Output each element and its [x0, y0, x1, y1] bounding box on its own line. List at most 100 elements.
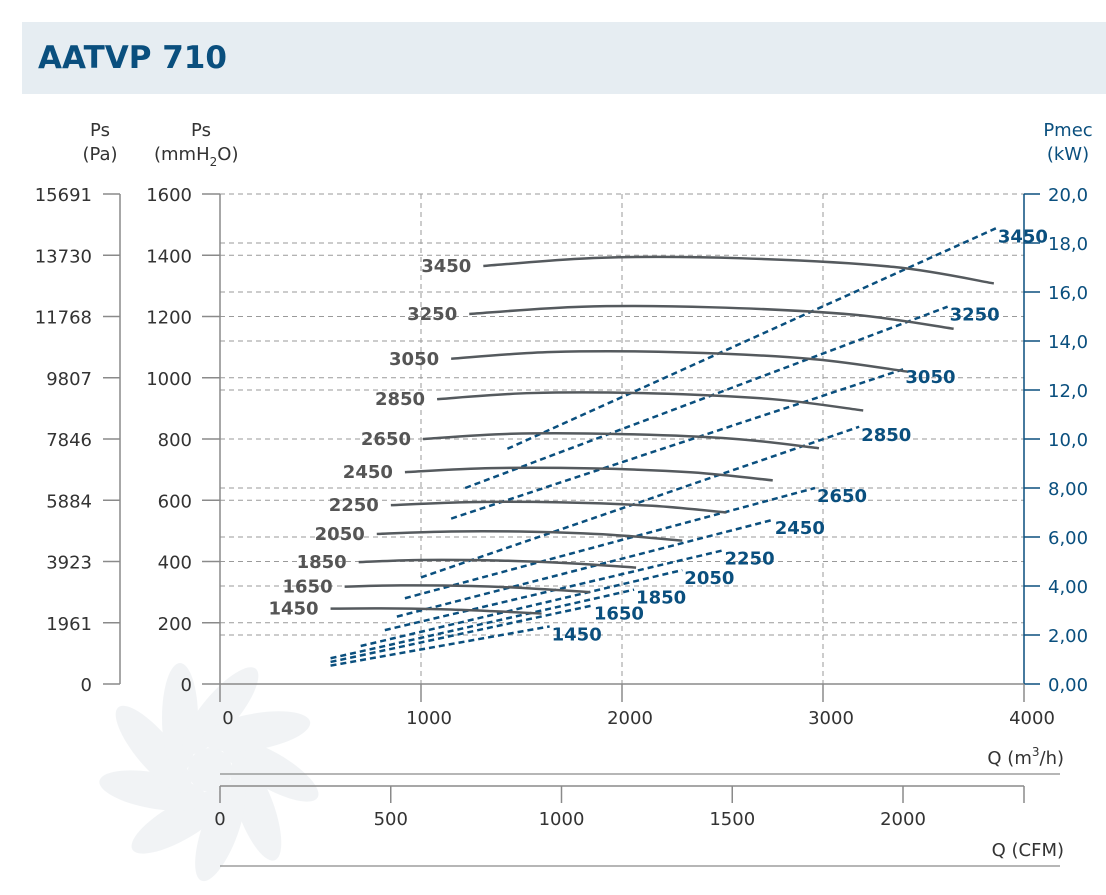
pressure-label-2250: 2250: [329, 495, 379, 516]
kw-tick-label: 8,00: [1048, 479, 1088, 500]
pressure-curve-3450: [483, 255, 995, 285]
cfm-tick-label: 1500: [709, 809, 755, 830]
chart-title: AATVP 710: [38, 40, 227, 76]
pa-tick-label: 7846: [46, 430, 92, 451]
kw-tick-label: 14,0: [1048, 332, 1088, 353]
power-line-1850: [330, 588, 635, 660]
pressure-curve-1450: [330, 607, 542, 615]
power-line-1450: [330, 625, 550, 667]
pressure-curve-2650: [422, 432, 820, 450]
mm-tick-label: 800: [158, 430, 192, 451]
watermark-blade: [115, 705, 192, 794]
pa-tick-label: 5884: [46, 491, 92, 512]
power-line-3450: [506, 227, 997, 450]
mm-tick-label: 1600: [146, 185, 192, 206]
pa-tick-label: 0: [81, 675, 92, 696]
pressure-curve-2450: [404, 466, 773, 482]
power-label-2050: 2050: [684, 568, 734, 589]
power-label-1450: 1450: [552, 624, 602, 645]
pa-tick-label: 3923: [46, 553, 92, 574]
mm-axis-label: Ps: [191, 120, 211, 141]
pressure-label-2850: 2850: [375, 389, 425, 410]
watermark-blade: [182, 667, 259, 755]
x-tick-label: 4000: [1009, 708, 1055, 729]
power-line-2650: [404, 486, 816, 600]
pressure-label-3450: 3450: [421, 256, 471, 277]
pa-tick-label: 1961: [46, 614, 92, 635]
mm-tick-label: 200: [158, 614, 192, 635]
pressure-curve-2250: [390, 500, 727, 514]
pa-tick-label: 11768: [35, 308, 92, 329]
power-label-3050: 3050: [905, 367, 955, 388]
pressure-label-2450: 2450: [343, 462, 393, 483]
power-line-2450: [396, 518, 774, 618]
kw-tick-label: 16,0: [1048, 283, 1088, 304]
power-line-2850: [420, 425, 860, 579]
pressure-curve-2050: [376, 530, 683, 542]
pa-axis-label: Ps: [90, 120, 110, 141]
kw-tick-label: 2,00: [1048, 626, 1088, 647]
power-label-1850: 1850: [636, 588, 686, 609]
cfm-tick-label: 1000: [539, 809, 585, 830]
pressure-label-2050: 2050: [315, 524, 365, 545]
watermark-blade: [162, 663, 198, 774]
power-line-1650: [330, 604, 593, 664]
power-label-3450: 3450: [998, 226, 1048, 247]
mm-tick-label: 400: [158, 553, 192, 574]
watermark-blade: [131, 790, 229, 854]
pressure-label-1650: 1650: [283, 577, 333, 598]
mm-tick-label: 1000: [146, 369, 192, 390]
pressure-curve-1650: [344, 584, 590, 594]
mm-tick-label: 1200: [146, 308, 192, 329]
pa-axis-unit: (Pa): [82, 144, 117, 165]
mm-tick-label: 0: [181, 675, 192, 696]
x-axis-label: Q (m3/h): [987, 745, 1064, 769]
mm-tick-label: 1400: [146, 246, 192, 267]
pa-tick-label: 13730: [35, 246, 92, 267]
cfm-tick-label: 0: [214, 809, 225, 830]
power-label-2250: 2250: [725, 548, 775, 569]
kw-axis-label: Pmec: [1043, 120, 1092, 141]
pressure-curve-3250: [469, 304, 954, 330]
cfm-tick-label: 500: [374, 809, 408, 830]
kw-tick-label: 20,0: [1048, 185, 1088, 206]
x-tick-label: 3000: [808, 708, 854, 729]
pa-tick-label: 9807: [46, 369, 92, 390]
cfm-tick-label: 2000: [880, 809, 926, 830]
pressure-label-3050: 3050: [389, 349, 439, 370]
watermark-blade: [99, 770, 208, 811]
cfm-axis-label: Q (CFM): [992, 840, 1064, 861]
pressure-curve-2850: [436, 391, 864, 412]
watermark-logo: [99, 663, 319, 882]
x-tick-label: 0: [222, 708, 233, 729]
watermark-blade: [195, 777, 246, 882]
pressure-label-1850: 1850: [297, 552, 347, 573]
power-label-2650: 2650: [817, 486, 867, 507]
pressure-curve-3050: [451, 350, 908, 373]
power-label-2450: 2450: [775, 518, 825, 539]
watermark-blade: [201, 711, 311, 752]
kw-tick-label: 6,00: [1048, 528, 1088, 549]
kw-tick-label: 0,00: [1048, 675, 1088, 696]
power-label-3250: 3250: [950, 305, 1000, 326]
kw-tick-label: 4,00: [1048, 577, 1088, 598]
kw-tick-label: 18,0: [1048, 234, 1088, 255]
power-line-3250: [464, 305, 949, 490]
x-tick-label: 1000: [406, 708, 452, 729]
pressure-curve-1850: [358, 558, 637, 569]
kw-tick-label: 12,0: [1048, 381, 1088, 402]
power-label-1650: 1650: [594, 604, 644, 625]
watermark-blade: [230, 756, 282, 861]
x-tick-label: 2000: [607, 708, 653, 729]
power-label-2850: 2850: [861, 425, 911, 446]
kw-axis-unit: (kW): [1047, 144, 1089, 165]
pressure-label-2650: 2650: [361, 429, 411, 450]
mm-tick-label: 600: [158, 491, 192, 512]
mm-axis-unit: (mmH2O): [154, 144, 238, 169]
pa-tick-label: 15691: [35, 185, 92, 206]
pressure-label-1450: 1450: [268, 599, 318, 620]
kw-tick-label: 10,0: [1048, 430, 1088, 451]
pressure-label-3250: 3250: [407, 304, 457, 325]
title-bar: AATVP 710: [22, 22, 1106, 94]
